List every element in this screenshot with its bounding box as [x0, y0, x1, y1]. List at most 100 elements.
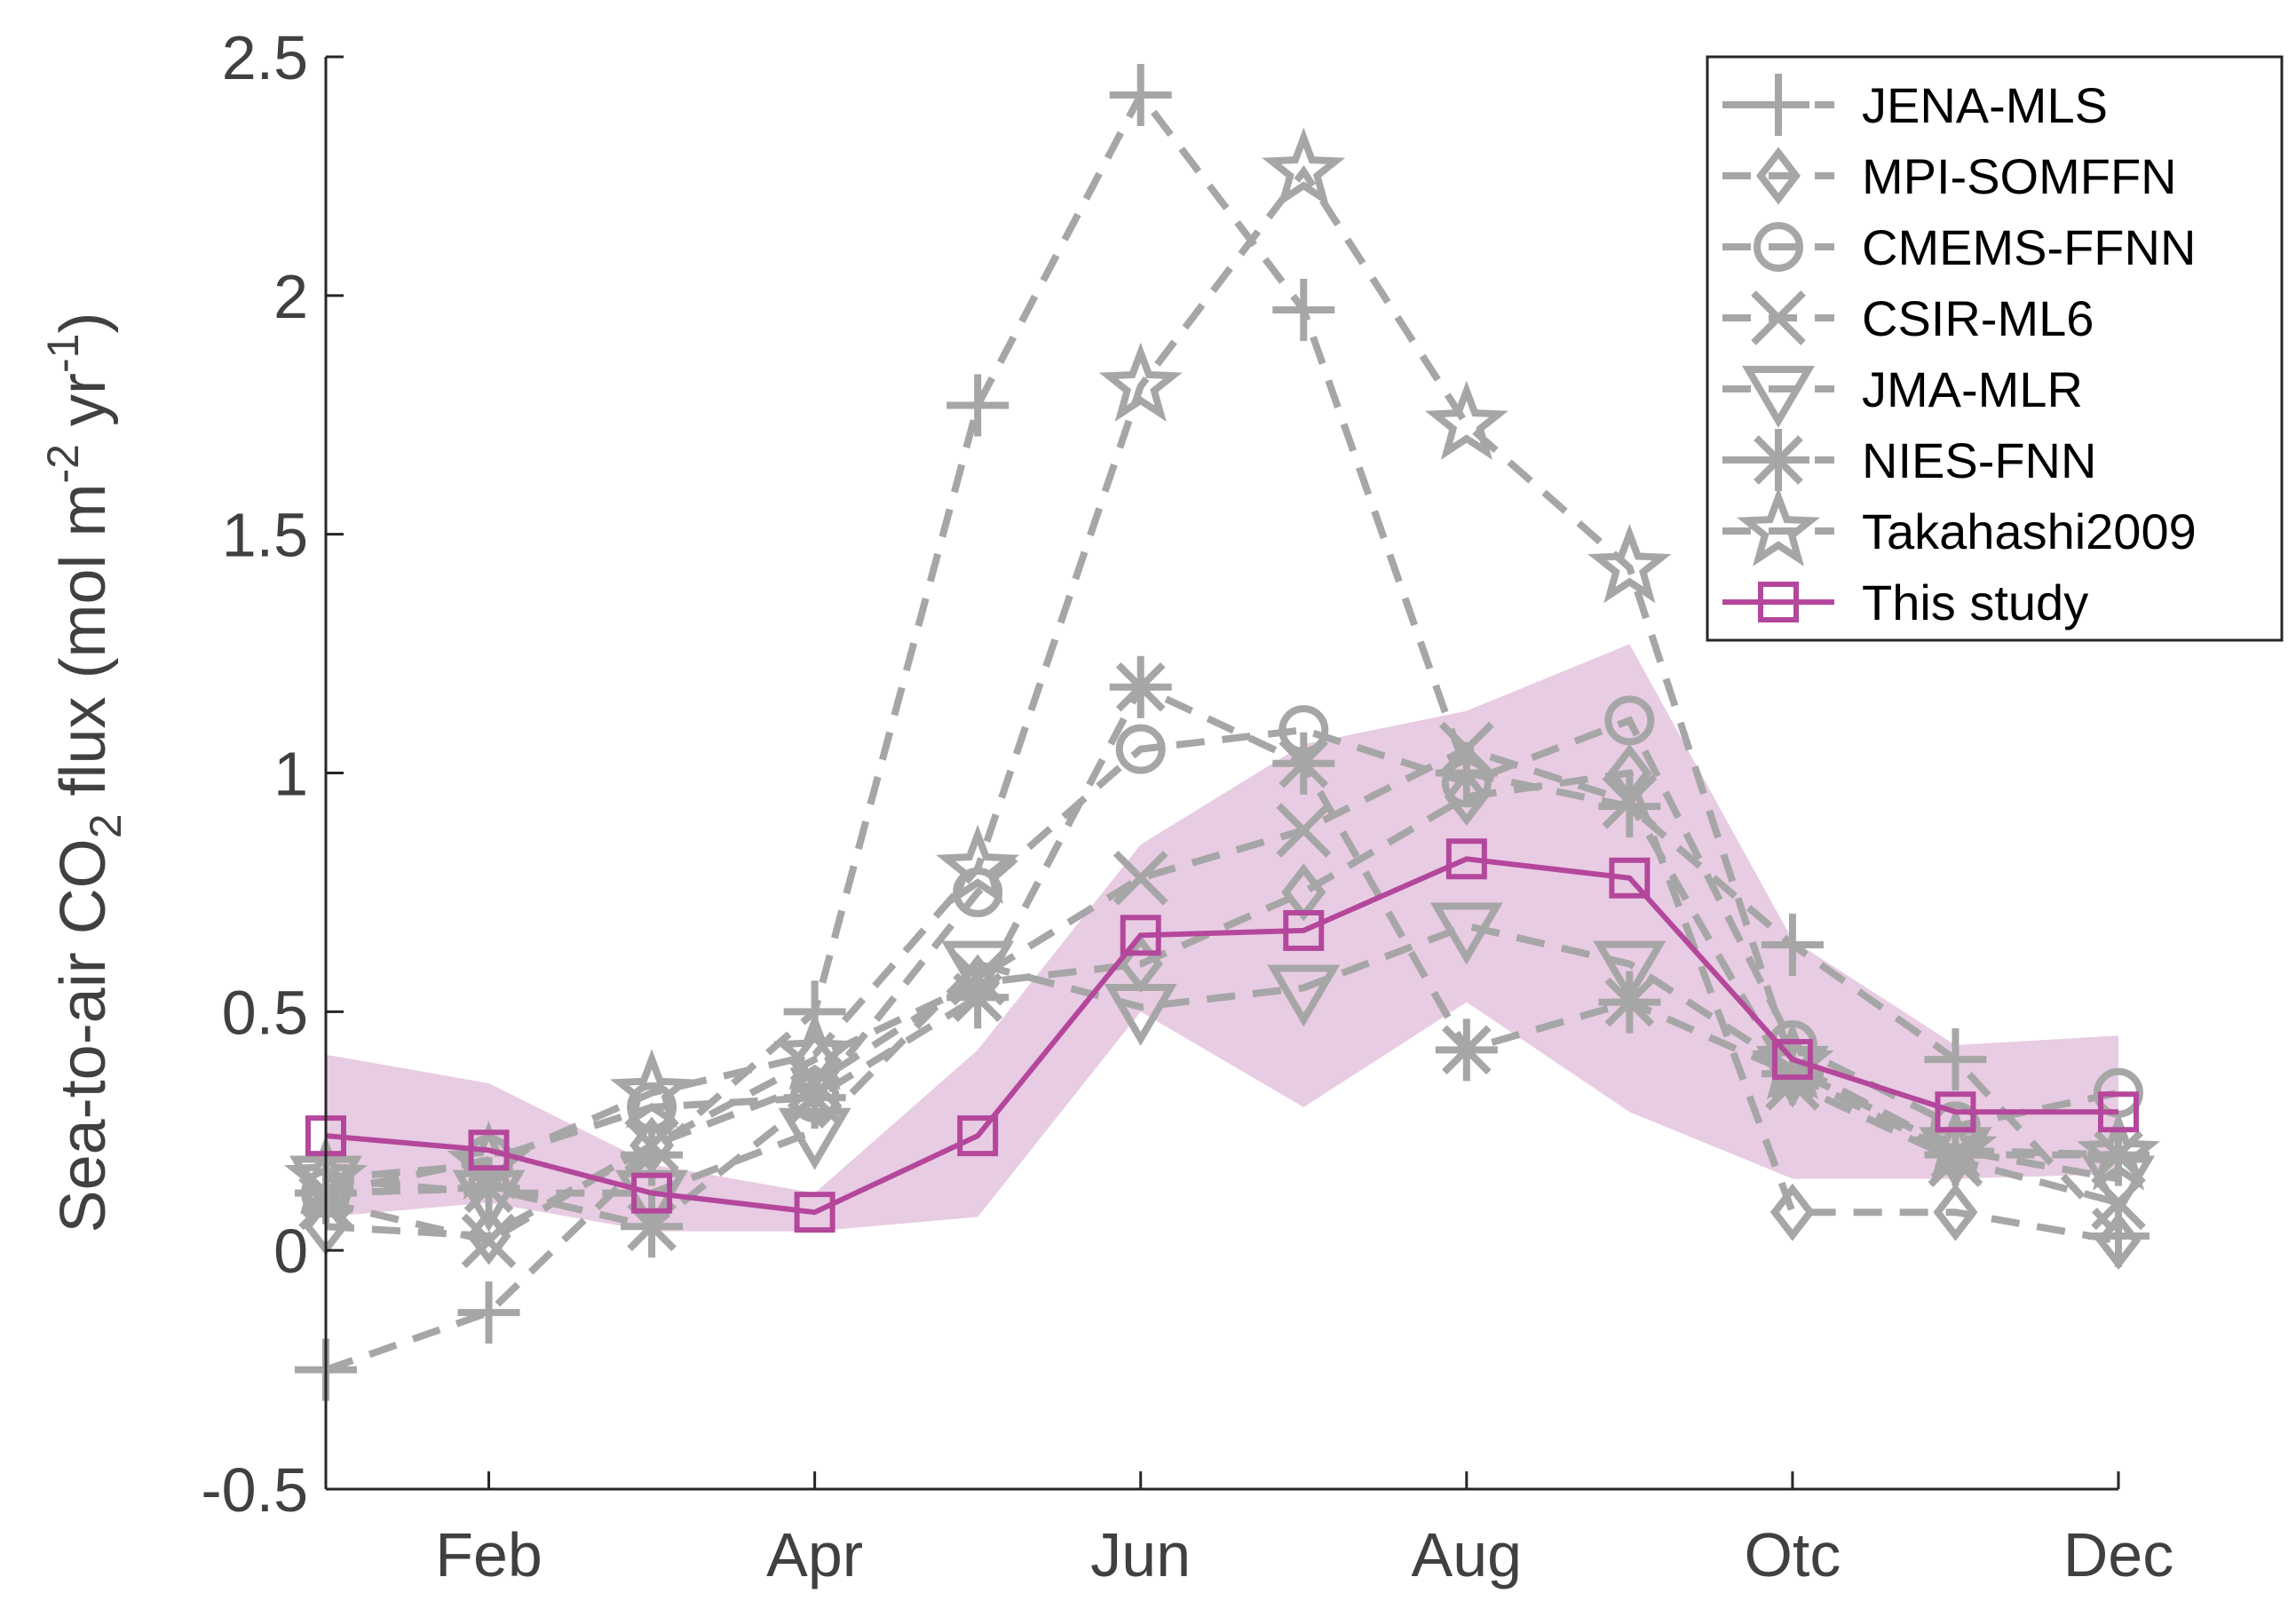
legend-marker-cmems-ffnn: [1754, 222, 1803, 272]
legend-marker-jma-mlr: [1742, 366, 1815, 428]
csir-ml6-point-6: [1112, 850, 1168, 906]
this-study-point-10: [1771, 1039, 1813, 1081]
this-study-point-6: [1120, 915, 1161, 956]
nies-fnn-point-11: [1924, 1123, 1987, 1186]
cmems-ffnn-point-6: [1115, 724, 1166, 774]
mpi-somffn-line: [325, 769, 2119, 1245]
nies-fnn-point-9: [1598, 971, 1661, 1034]
csir-ml6-point-2: [461, 1213, 517, 1269]
takahashi2009-point-12: [2077, 1111, 2160, 1191]
legend-marker-takahashi2009: [1737, 487, 1820, 567]
nies-fnn-point-8: [1435, 1018, 1498, 1082]
nies-fnn-line: [325, 682, 2118, 1231]
ylabel-superscript-2: -1: [38, 334, 88, 373]
takahashi2009-point-5: [936, 824, 1020, 905]
legend-label-jma-mlr: JMA-MLR: [1862, 361, 2083, 417]
y-tick-label: 2.5: [222, 23, 308, 92]
y-tick-label: 0.5: [222, 978, 308, 1047]
legend-marker-nies-fnn: [1747, 429, 1809, 491]
legend-entry-this-study: This study: [1722, 575, 2088, 630]
this-study-point-4: [794, 1192, 835, 1233]
takahashi2009-point-4: [772, 1011, 857, 1090]
series-takahashi2009: [284, 127, 2160, 1215]
jena-mls-point-7: [1272, 278, 1335, 341]
cmems-ffnn-point-8: [1441, 757, 1492, 808]
nies-fnn-point-7: [1272, 732, 1335, 795]
legend-marker-mpi-somffn: [1755, 147, 1801, 205]
takahashi2009-point-8: [1424, 380, 1508, 460]
legend-entry-takahashi2009: Takahashi2009: [1722, 487, 2197, 567]
this-study-point-7: [1283, 909, 1325, 951]
ticks-layer: Feb Apr Jun Aug Otc Dec -0.5 0 0.5 1 1.5 2 2.5: [201, 23, 2173, 1589]
takahashi2009-point-11: [1913, 1106, 1998, 1186]
this-study-point-12: [2098, 1091, 2139, 1133]
nies-fnn-point-4: [783, 1066, 846, 1129]
ylabel-part3: yr: [48, 373, 119, 444]
legend-entry-nies-fnn: NIES-FNN: [1722, 429, 2096, 491]
y-tick-label: -0.5: [201, 1455, 308, 1525]
ylabel-part4: ): [48, 313, 119, 334]
legend-entry-jma-mlr: JMA-MLR: [1722, 361, 2083, 428]
this-study-point-2: [468, 1129, 510, 1171]
legend-marker-jena-mls: [1747, 74, 1809, 136]
series-layer: [284, 64, 2160, 1401]
cmems-ffnn-point-3: [627, 1082, 677, 1132]
jena-mls-point-5: [946, 374, 1009, 437]
csir-ml6-point-7: [1276, 803, 1332, 858]
mpi-somffn-point-10: [1770, 1183, 1815, 1241]
ylabel-part2: flux (mol m: [48, 483, 119, 813]
x-tick-label: Otc: [1744, 1520, 1841, 1589]
jma-mlr-point-9: [1593, 940, 1667, 1003]
svg-text:Sea-to-air CO2 flux (mol m-2 y: Sea-to-air CO2 flux (mol m-2 yr-1): [38, 313, 131, 1233]
nies-fnn-point-6: [1109, 655, 1172, 718]
mpi-somffn-point-12: [2095, 1211, 2142, 1270]
legend-entry-cmems-ffnn: CMEMS-FFNN: [1722, 219, 2196, 275]
this-study-point-8: [1445, 838, 1487, 880]
nies-fnn-point-5: [946, 966, 1009, 1029]
mpi-somffn-point-8: [1444, 767, 1489, 826]
jena-mls-point-11: [1924, 1028, 1987, 1091]
cmems-ffnn-point-9: [1604, 695, 1655, 746]
ylabel-superscript-1: -2: [38, 444, 88, 483]
x-tick-label: Feb: [435, 1520, 542, 1589]
legend-box: [1706, 55, 2284, 642]
x-tick-label: Jun: [1090, 1520, 1191, 1589]
legend-entry-csir-ml6: CSIR-ML6: [1722, 290, 2094, 346]
legend-marker-this-study: [1758, 582, 1799, 622]
legend-label-cmems-ffnn: CMEMS-FFNN: [1862, 219, 2196, 275]
jena-mls-point-6: [1109, 64, 1172, 127]
y-tick-label: 0: [273, 1217, 308, 1286]
legend-label-mpi-somffn: MPI-SOMFFN: [1862, 148, 2177, 204]
this-study-point-5: [957, 1115, 999, 1157]
legend: JENA-MLS MPI-SOMFFN CMEMS-FFNN CSIR-ML6 JMA-…: [1706, 55, 2284, 642]
legend-label-jena-mls: JENA-MLS: [1862, 77, 2108, 133]
ylabel-subscript: 2: [81, 813, 131, 838]
csir-ml6-line: [325, 745, 2120, 1245]
csir-ml6-point-3: [624, 1118, 679, 1173]
y-axis-title: Sea-to-air CO2 flux (mol m-2 yr-1): [38, 313, 131, 1233]
y-tick-label: 1: [273, 740, 308, 809]
series-this-study: [305, 838, 2139, 1233]
jena-mls-point-2: [457, 1281, 520, 1344]
takahashi2009-point-7: [1262, 127, 1346, 208]
jena-mls-point-10: [1761, 914, 1824, 977]
legend-entry-mpi-somffn: MPI-SOMFFN: [1722, 147, 2177, 205]
legend-label-csir-ml6: CSIR-ML6: [1862, 290, 2094, 346]
takahashi2009-point-3: [610, 1049, 694, 1129]
ylabel-part1: Sea-to-air CO: [48, 838, 119, 1232]
takahashi2009-line: [325, 165, 2119, 1183]
this-study-point-3: [631, 1172, 673, 1214]
csir-ml6-point-8: [1438, 721, 1494, 777]
x-tick-label: Apr: [766, 1520, 863, 1589]
jma-mlr-point-6: [1104, 983, 1177, 1046]
series-jena-mls: [295, 64, 2150, 1401]
this-study-line: [325, 856, 2118, 1216]
takahashi2009-point-6: [1098, 342, 1183, 422]
y-tick-label: 2: [273, 262, 308, 331]
nies-fnn-point-3: [621, 1195, 684, 1258]
mpi-somffn-point-11: [1933, 1183, 1978, 1241]
legend-label-nies-fnn: NIES-FNN: [1862, 432, 2096, 488]
nies-fnn-point-10: [1761, 1042, 1824, 1106]
csir-ml6-point-9: [1602, 773, 1658, 829]
